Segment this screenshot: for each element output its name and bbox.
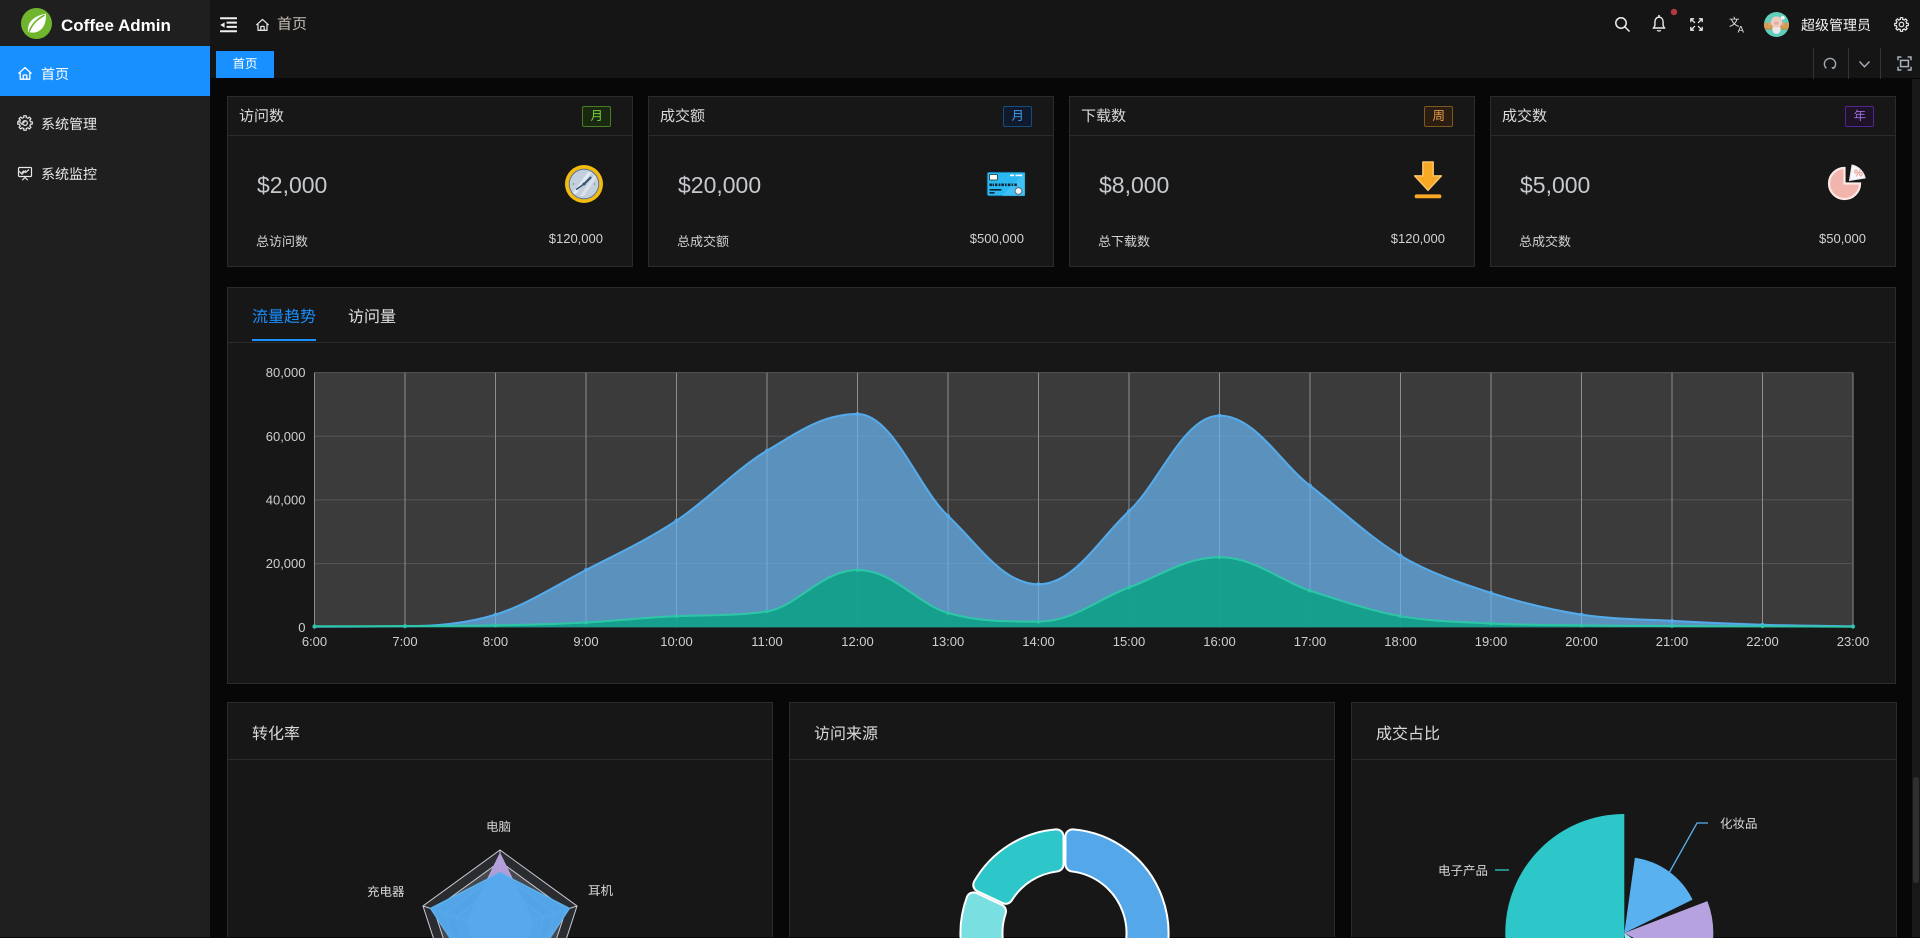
svg-text:14:00: 14:00 [1022, 634, 1055, 649]
svg-text:%: % [1854, 169, 1863, 180]
svg-text:19:00: 19:00 [1475, 634, 1508, 649]
svg-text:22:00: 22:00 [1746, 634, 1779, 649]
svg-text:20:00: 20:00 [1565, 634, 1598, 649]
svg-text:21:00: 21:00 [1656, 634, 1689, 649]
svg-text:40,000: 40,000 [266, 492, 306, 507]
svg-text:10:00: 10:00 [660, 634, 693, 649]
svg-text:11:00: 11:00 [751, 634, 783, 649]
svg-text:12:00: 12:00 [841, 634, 874, 649]
svg-text:15:00: 15:00 [1113, 634, 1146, 649]
svg-text:20,000: 20,000 [266, 556, 306, 571]
svg-text:60,000: 60,000 [266, 429, 306, 444]
svg-text:18:00: 18:00 [1384, 634, 1417, 649]
svg-text:17:00: 17:00 [1294, 634, 1327, 649]
svg-text:80,000: 80,000 [266, 365, 306, 380]
svg-text:16:00: 16:00 [1203, 634, 1236, 649]
svg-text:A: A [1738, 25, 1745, 34]
svg-text:8:00: 8:00 [483, 634, 508, 649]
svg-text:13:00: 13:00 [932, 634, 965, 649]
svg-text:文: 文 [1729, 16, 1740, 29]
svg-text:6:00: 6:00 [302, 634, 327, 649]
svg-text:23:00: 23:00 [1837, 634, 1870, 649]
svg-text:0: 0 [298, 620, 305, 635]
svg-text:7:00: 7:00 [392, 634, 417, 649]
svg-text:9:00: 9:00 [573, 634, 598, 649]
